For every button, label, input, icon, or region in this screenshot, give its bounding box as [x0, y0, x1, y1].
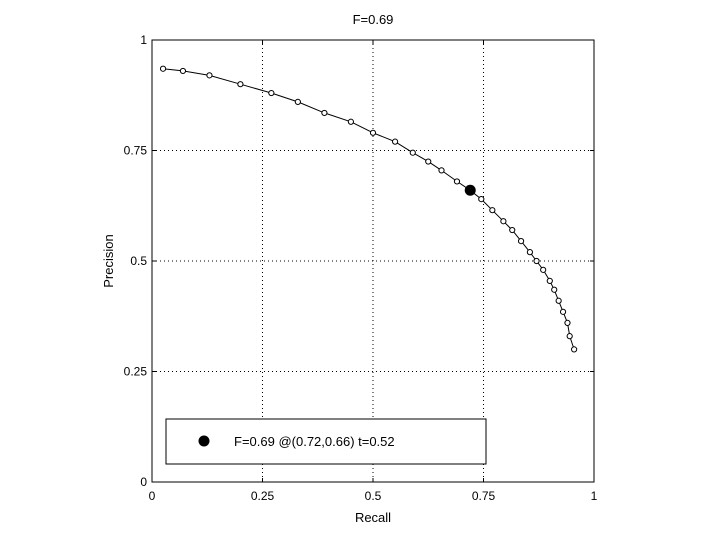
y-tick-label: 1 [140, 33, 147, 47]
data-point [559, 308, 567, 315]
data-point [425, 158, 432, 165]
data-point [409, 149, 416, 156]
series-layer [159, 65, 578, 353]
x-tick-label: 0.25 [251, 489, 275, 503]
legend-entry-label: F=0.69 @(0.72,0.66) t=0.52 [234, 434, 395, 449]
data-point [237, 81, 244, 88]
data-point [369, 129, 377, 136]
data-point [526, 249, 534, 256]
data-point [179, 67, 187, 75]
data-point [517, 238, 525, 245]
data-point [509, 226, 516, 234]
tick-labels: 0 0.25 0.5 0.75 1 0 0.25 0.5 0.75 1 [124, 33, 598, 503]
x-tick-label: 1 [591, 489, 598, 503]
best-f-point [464, 184, 476, 196]
data-point [489, 207, 496, 214]
legend: F=0.69 @(0.72,0.66) t=0.52 [165, 418, 487, 465]
data-point [540, 266, 547, 273]
data-point [564, 319, 571, 326]
legend-marker [198, 435, 210, 447]
data-point [571, 346, 578, 353]
data-point [294, 98, 301, 105]
y-tick-label: 0.25 [124, 365, 148, 379]
data-point [478, 196, 485, 203]
x-tick-label: 0.75 [472, 489, 496, 503]
data-point [159, 65, 167, 72]
y-tick-label: 0 [140, 475, 147, 489]
data-point [268, 89, 275, 97]
data-point [206, 72, 213, 79]
legend-box [165, 418, 487, 465]
chart-title: F=0.69 [353, 12, 394, 27]
y-axis-label: Precision [101, 234, 116, 287]
x-tick-label: 0 [149, 489, 156, 503]
data-point [347, 118, 354, 125]
x-tick-label: 0.5 [365, 489, 382, 503]
data-point [551, 286, 558, 293]
y-tick-label: 0.75 [124, 144, 148, 158]
y-tick-label: 0.5 [130, 254, 147, 268]
data-point [438, 167, 445, 174]
axis-ticks [151, 39, 595, 483]
data-point [546, 277, 553, 284]
data-point [500, 218, 507, 225]
data-point [392, 138, 399, 145]
data-point [453, 178, 461, 185]
grid-lines [152, 40, 594, 482]
data-point [555, 297, 562, 304]
data-point [533, 257, 540, 265]
data-point [321, 109, 328, 117]
data-point [566, 333, 573, 340]
x-axis-label: Recall [355, 510, 391, 525]
